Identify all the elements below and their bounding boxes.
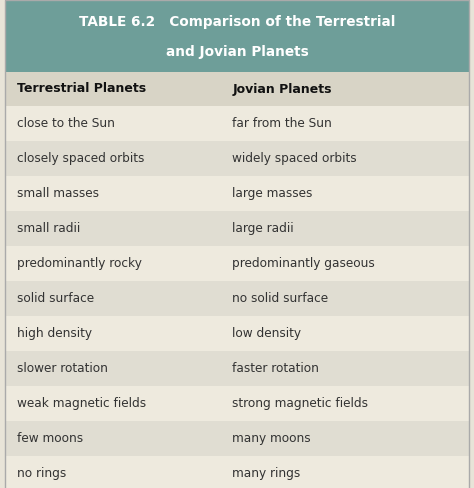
- Text: weak magnetic fields: weak magnetic fields: [17, 397, 146, 410]
- Bar: [5, 281, 469, 316]
- Bar: [5, 316, 469, 351]
- Text: faster rotation: faster rotation: [232, 362, 319, 375]
- Text: Jovian Planets: Jovian Planets: [232, 82, 332, 96]
- Bar: [5, 0, 469, 72]
- Text: far from the Sun: far from the Sun: [232, 117, 332, 130]
- Text: solid surface: solid surface: [17, 292, 94, 305]
- Bar: [5, 176, 469, 211]
- Text: closely spaced orbits: closely spaced orbits: [17, 152, 144, 165]
- Text: close to the Sun: close to the Sun: [17, 117, 115, 130]
- Text: strong magnetic fields: strong magnetic fields: [232, 397, 368, 410]
- Bar: [5, 211, 469, 246]
- Text: no solid surface: no solid surface: [232, 292, 328, 305]
- Text: many moons: many moons: [232, 432, 311, 445]
- Bar: [5, 456, 469, 488]
- Bar: [5, 141, 469, 176]
- Text: Terrestrial Planets: Terrestrial Planets: [17, 82, 146, 96]
- Text: no rings: no rings: [17, 467, 66, 480]
- Text: predominantly rocky: predominantly rocky: [17, 257, 142, 270]
- Bar: [5, 246, 469, 281]
- Bar: [5, 421, 469, 456]
- Bar: [5, 351, 469, 386]
- Text: widely spaced orbits: widely spaced orbits: [232, 152, 357, 165]
- Text: predominantly gaseous: predominantly gaseous: [232, 257, 375, 270]
- Text: high density: high density: [17, 327, 92, 340]
- Text: large masses: large masses: [232, 187, 313, 200]
- Text: small masses: small masses: [17, 187, 99, 200]
- Text: small radii: small radii: [17, 222, 80, 235]
- Text: large radii: large radii: [232, 222, 294, 235]
- Text: TABLE 6.2   Comparison of the Terrestrial: TABLE 6.2 Comparison of the Terrestrial: [79, 15, 395, 29]
- Bar: [5, 106, 469, 141]
- Bar: [5, 386, 469, 421]
- Text: many rings: many rings: [232, 467, 301, 480]
- Text: slower rotation: slower rotation: [17, 362, 108, 375]
- Text: few moons: few moons: [17, 432, 83, 445]
- Text: low density: low density: [232, 327, 301, 340]
- Bar: [5, 72, 469, 106]
- Text: and Jovian Planets: and Jovian Planets: [165, 45, 309, 59]
